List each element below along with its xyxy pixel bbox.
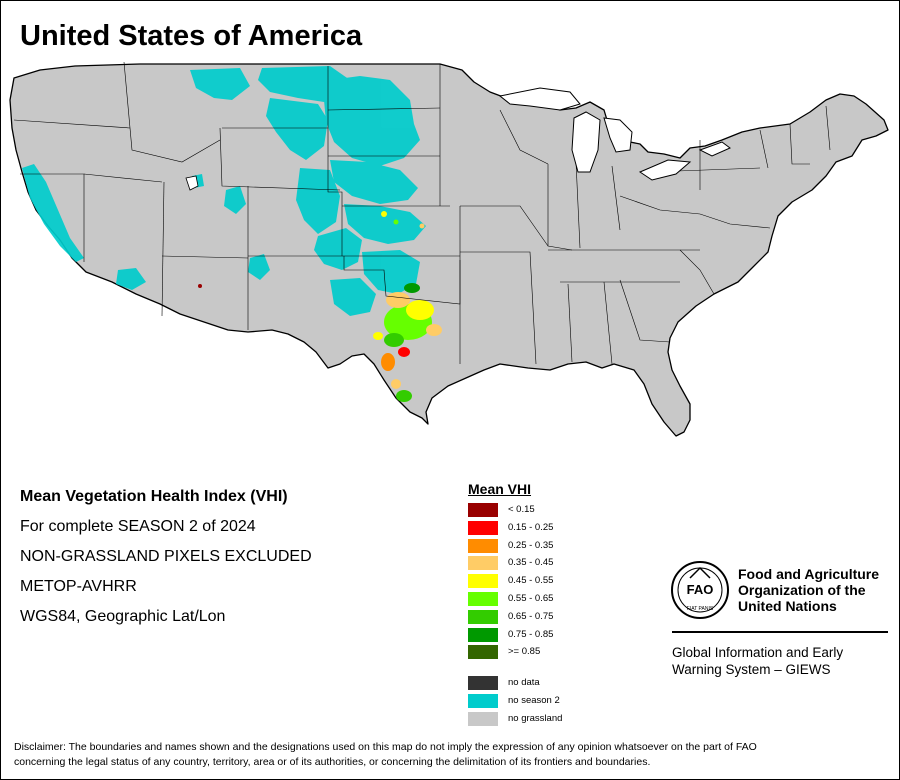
legend-item: < 0.15 [468, 502, 618, 520]
fao-divider [672, 631, 888, 633]
disclaimer-line: Disclaimer: The boundaries and names sho… [14, 741, 757, 753]
legend-item: no data [468, 675, 618, 693]
fao-logo-letters: FAO [687, 582, 714, 597]
legend: Mean VHI < 0.15 0.15 - 0.25 0.25 - 0.35 … [468, 481, 618, 729]
legend-item: 0.65 - 0.75 [468, 609, 618, 627]
fao-block: FAO FIAT PANIS Food and Agriculture Orga… [670, 560, 890, 680]
legend-swatch [468, 627, 498, 642]
map-title: United States of America [20, 20, 363, 52]
legend-swatch [468, 609, 498, 624]
legend-swatch [468, 591, 498, 606]
legend-label: 0.65 - 0.75 [508, 610, 554, 622]
info-season: For complete SEASON 2 of 2024 [20, 518, 256, 535]
legend-swatch [468, 556, 498, 571]
info-projection: WGS84, Geographic Lat/Lon [20, 608, 226, 625]
fao-name-line: Organization of the [738, 582, 866, 598]
legend-item: 0.55 - 0.65 [468, 591, 618, 609]
legend-swatch [468, 538, 498, 553]
info-index-name: Mean Vegetation Health Index (VHI) [20, 488, 288, 505]
legend-label: no grassland [508, 712, 563, 724]
no-season-2-areas [22, 66, 426, 316]
legend-item: 0.45 - 0.55 [468, 573, 618, 591]
legend-swatch [468, 520, 498, 535]
legend-item: 0.15 - 0.25 [468, 520, 618, 538]
legend-label: 0.55 - 0.65 [508, 592, 554, 604]
us-map [9, 61, 889, 437]
giews-name-line: Global Information and Early [672, 645, 844, 660]
us-landmass [9, 63, 889, 437]
legend-item: no grassland [468, 711, 618, 729]
fao-name-line: United Nations [738, 598, 837, 614]
great-salt-lake [185, 175, 199, 191]
legend-label: 0.25 - 0.35 [508, 539, 554, 551]
fao-name: Food and Agriculture Organization of the… [738, 566, 888, 614]
info-sensor: METOP-AVHRR [20, 578, 137, 595]
fao-logo: FAO FIAT PANIS [671, 561, 729, 619]
giews-name-line: Warning System – GIEWS [672, 662, 831, 677]
legend-label: < 0.15 [508, 504, 535, 515]
legend-item: 0.25 - 0.35 [468, 538, 618, 556]
giews-name: Global Information and Early Warning Sys… [672, 644, 892, 678]
legend-label: 0.35 - 0.45 [508, 557, 554, 569]
legend-label: 0.45 - 0.55 [508, 575, 554, 587]
great-lakes [498, 87, 731, 181]
legend-other-classes: no data no season 2 no grassland [468, 675, 618, 728]
disclaimer-line: concerning the legal status of any count… [14, 756, 651, 768]
legend-vhi-classes: < 0.15 0.15 - 0.25 0.25 - 0.35 0.35 - 0.… [468, 502, 618, 662]
legend-item: no season 2 [468, 693, 618, 711]
fao-name-line: Food and Agriculture [738, 566, 880, 582]
legend-swatch [468, 645, 498, 660]
legend-title: Mean VHI [468, 481, 532, 497]
legend-label: 0.75 - 0.85 [508, 628, 554, 640]
legend-label: >= 0.85 [508, 646, 541, 658]
legend-label: 0.15 - 0.25 [508, 521, 554, 533]
legend-swatch [468, 574, 498, 589]
legend-swatch [468, 711, 498, 726]
info-exclusion: NON-GRASSLAND PIXELS EXCLUDED [20, 548, 312, 565]
map-info: Mean Vegetation Health Index (VHI) For c… [20, 487, 312, 637]
legend-item: 0.75 - 0.85 [468, 627, 618, 645]
disclaimer: Disclaimer: The boundaries and names sho… [14, 740, 889, 770]
legend-label: no season 2 [508, 694, 560, 706]
vhi-pixels [198, 211, 442, 402]
state-boundaries [13, 61, 831, 365]
fao-logo-motto: FIAT PANIS [687, 606, 714, 612]
legend-item: 0.35 - 0.45 [468, 555, 618, 573]
legend-swatch [468, 503, 498, 517]
legend-label: no data [508, 677, 540, 689]
legend-swatch [468, 676, 498, 691]
legend-swatch [468, 693, 498, 708]
legend-item: >= 0.85 [468, 644, 618, 662]
